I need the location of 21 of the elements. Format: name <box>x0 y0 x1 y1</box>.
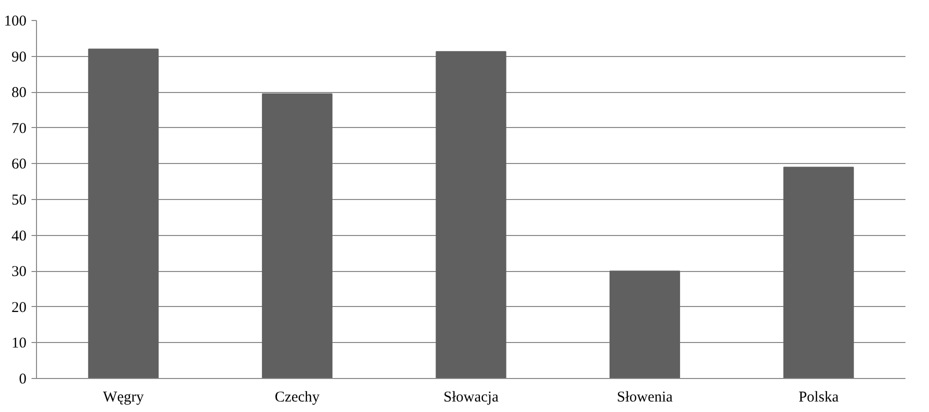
y-tick-label: 100 <box>4 14 26 30</box>
y-tick-label: 20 <box>12 300 26 316</box>
bar <box>436 51 506 378</box>
bar <box>783 166 854 378</box>
bar <box>88 48 159 378</box>
x-tick-label: Słowacja <box>444 390 499 406</box>
y-tick-label: 80 <box>12 85 26 102</box>
y-tick-label: 90 <box>12 49 26 66</box>
y-tick-label: 30 <box>12 264 26 280</box>
x-tick-label: Słowenia <box>616 390 674 406</box>
x-tick-label: Czechy <box>274 390 320 406</box>
y-tick-label: 0 <box>19 372 26 388</box>
y-tick-label: 40 <box>12 228 26 244</box>
x-tick-label: Węgry <box>102 390 144 406</box>
x-tick-label: Polska <box>798 390 839 406</box>
y-tick-label: 70 <box>12 120 26 137</box>
bar <box>262 93 332 378</box>
y-tick-label: 10 <box>12 336 26 352</box>
y-tick-label: 60 <box>12 156 26 173</box>
y-tick-label: 50 <box>12 192 26 208</box>
bar <box>610 270 680 378</box>
